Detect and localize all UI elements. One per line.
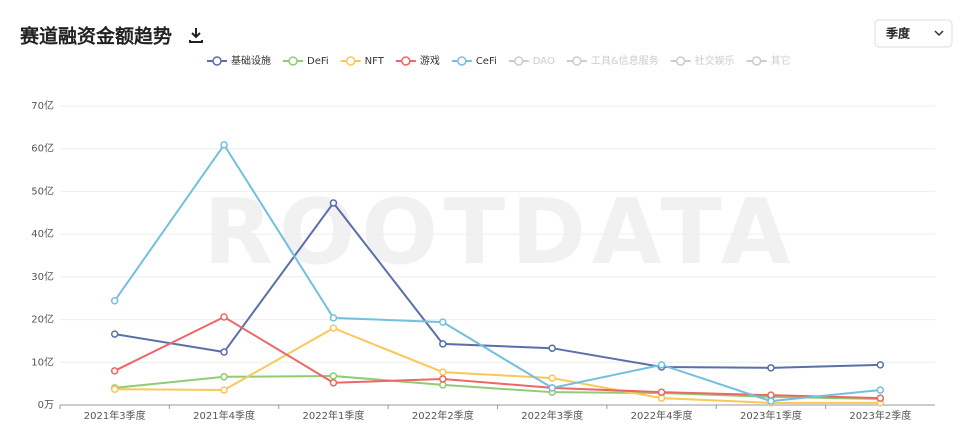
point	[657, 361, 666, 369]
dropdown-arrow	[934, 30, 944, 37]
x-tick-label: 2022年2季度	[412, 409, 474, 422]
point	[548, 344, 556, 352]
point	[657, 388, 666, 396]
legend-label: 其它	[771, 54, 791, 67]
point	[110, 385, 119, 393]
y-tick-label: 0万	[38, 400, 54, 411]
watermark: ROOTDATA	[203, 180, 796, 285]
dropdown-label: 季度	[885, 26, 911, 41]
y-tick-label: 10亿	[31, 355, 54, 368]
download-icon[interactable]	[189, 28, 203, 43]
legend-marker	[675, 56, 686, 66]
point	[220, 141, 228, 149]
x-tick-label: 2021年4季度	[193, 409, 255, 422]
legend-marker	[345, 56, 356, 66]
y-tick-label: 20亿	[31, 313, 54, 326]
series-line	[114, 327, 881, 404]
y-tick-label: 50亿	[31, 184, 54, 197]
legend-marker	[457, 56, 467, 66]
point	[657, 394, 666, 402]
point	[439, 318, 447, 326]
series-line	[113, 143, 881, 403]
legend-marker	[401, 56, 411, 66]
x-tick-label: 2021年3季度	[84, 409, 146, 422]
point	[110, 367, 119, 375]
legend-marker	[514, 56, 524, 66]
point	[439, 368, 447, 376]
x-tick-label: 2023年1季度	[740, 409, 802, 422]
point	[110, 330, 119, 338]
y-tick-label: 60亿	[31, 142, 54, 155]
legend-label: DAO	[533, 56, 555, 67]
point	[767, 364, 775, 372]
dropdown[interactable]	[874, 19, 953, 48]
x-tick-label: 2022年3季度	[521, 409, 583, 422]
point	[767, 397, 775, 405]
point	[220, 348, 228, 356]
series-line	[114, 374, 881, 401]
legend-marker	[751, 56, 762, 66]
chart-title: 赛道融资金额趋势	[19, 25, 172, 48]
point	[439, 375, 447, 383]
legend-label: NFT	[365, 56, 385, 67]
legend-marker	[572, 56, 582, 66]
legend-marker	[288, 56, 298, 66]
point	[439, 340, 447, 348]
point	[329, 372, 338, 380]
y-tick-label: 40亿	[31, 227, 54, 240]
point	[548, 384, 556, 392]
legend-label: 游戏	[420, 54, 440, 67]
x-tick-label: 2023年2季度	[849, 409, 911, 422]
point	[220, 386, 228, 394]
point	[110, 297, 119, 305]
point	[439, 381, 447, 389]
legend-label: 工具&信息服务	[591, 54, 659, 67]
point	[876, 386, 885, 394]
y-tick-label: 70亿	[31, 99, 54, 112]
point	[329, 324, 338, 332]
point	[220, 373, 228, 381]
point	[329, 199, 338, 207]
point	[876, 394, 885, 402]
y-tick-label: 30亿	[31, 270, 54, 283]
point	[876, 361, 885, 369]
legend-label: 社交娱乐	[695, 54, 735, 67]
x-tick-label: 2022年4季度	[631, 409, 693, 422]
legend-label: DeFi	[307, 56, 329, 67]
legend-label: CeFi	[476, 56, 497, 67]
point	[329, 314, 338, 322]
x-tick-label: 2022年1季度	[303, 409, 365, 422]
legend-label: 基础设施	[231, 54, 271, 67]
point	[548, 374, 556, 382]
point	[220, 313, 228, 321]
legend-marker	[212, 56, 222, 66]
point	[767, 391, 775, 399]
point	[329, 379, 338, 387]
